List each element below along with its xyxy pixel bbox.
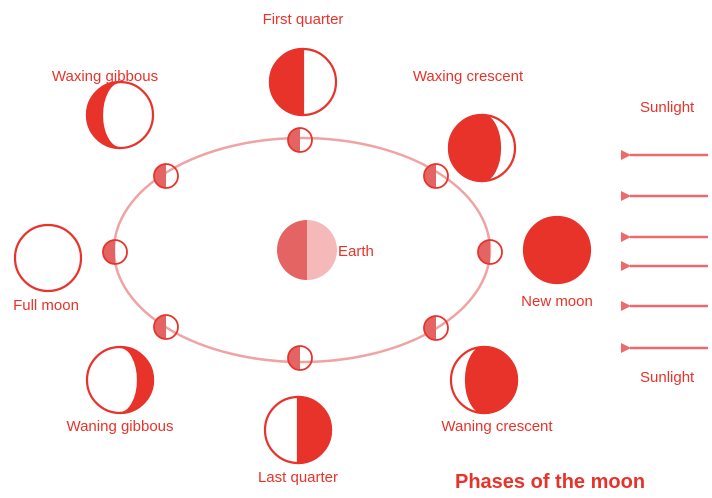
phase-label: Waxing gibbous bbox=[52, 68, 158, 85]
phase-label: Last quarter bbox=[258, 469, 338, 486]
phase-label: Waning gibbous bbox=[66, 418, 173, 435]
phase-label: Waxing crescent bbox=[413, 68, 524, 85]
phase-moons bbox=[13, 47, 592, 465]
phase-label: First quarter bbox=[263, 11, 344, 28]
sunlight-arrows bbox=[621, 150, 708, 353]
earth bbox=[277, 220, 337, 280]
phase-label: New moon bbox=[521, 293, 593, 310]
sunlight-label: Sunlight bbox=[640, 369, 695, 386]
earth-label: Earth bbox=[338, 243, 374, 260]
sunlight-label: Sunlight bbox=[640, 99, 695, 116]
phase-label: Full moon bbox=[13, 297, 79, 314]
title: Phases of the moon bbox=[455, 471, 645, 493]
orbit-moons bbox=[102, 127, 503, 371]
phase-label: Waning crescent bbox=[441, 418, 553, 435]
